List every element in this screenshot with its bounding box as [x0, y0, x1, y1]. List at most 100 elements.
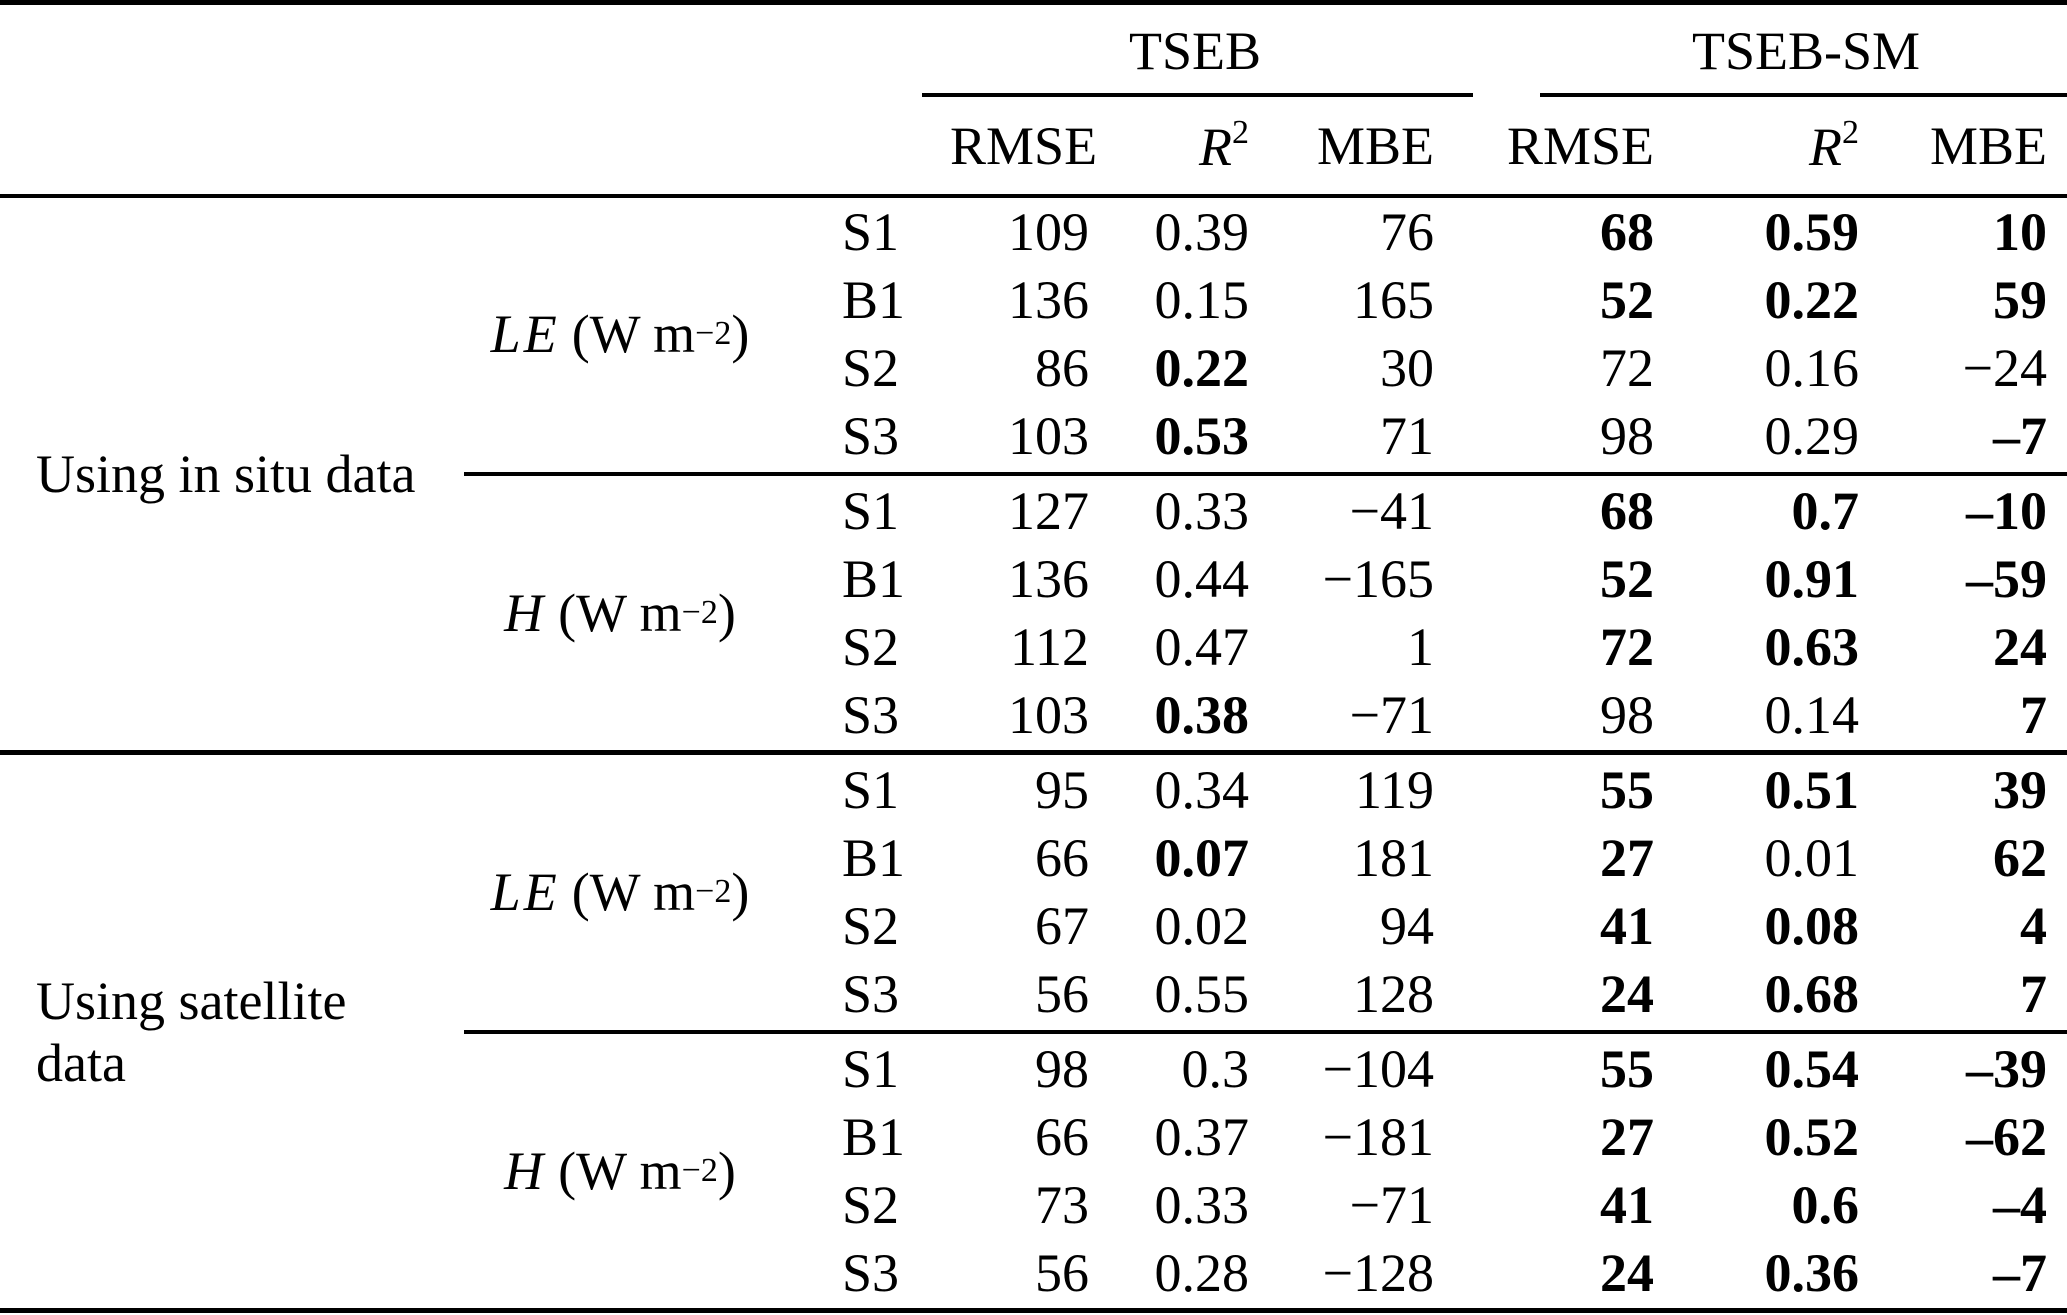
table-row: S3 56 0.28 −128 24 0.36 –7 — [800, 1239, 2067, 1307]
table-row: S1 95 0.34 119 55 0.51 39 — [800, 756, 2067, 824]
group-underline — [1540, 93, 2067, 97]
site-label: B1 — [842, 1107, 906, 1167]
variable-unit-exponent: −2 — [695, 315, 732, 352]
tsebsm-mbe-value: –39 — [1966, 1039, 2047, 1099]
col-header-tseb-mbe: MBE — [1316, 115, 1434, 176]
variable-unit-exponent: −2 — [681, 594, 718, 631]
tseb-mbe-value: −71 — [1349, 1175, 1434, 1235]
tsebsm-rmse-value: 98 — [1600, 685, 1654, 745]
tseb-r2-value: 0.37 — [1154, 1107, 1250, 1167]
tseb-r2-value: 0.34 — [1154, 760, 1250, 820]
section-label: Using in situ data — [36, 443, 416, 504]
tsebsm-r2-value: 0.08 — [1764, 896, 1860, 956]
group-header-tseb: TSEB — [922, 5, 1473, 97]
tseb-r2-value: 0.02 — [1154, 896, 1250, 956]
group-header-tseb-sm: TSEB-SM — [1440, 5, 2067, 97]
section-label: Using satellite data — [36, 970, 347, 1093]
table-row: B1 66 0.07 181 27 0.01 62 — [800, 824, 2067, 892]
tseb-mbe-value: 94 — [1380, 896, 1434, 956]
tsebsm-rmse-value: 24 — [1600, 964, 1654, 1024]
block-divider — [464, 472, 2067, 476]
tseb-rmse-value: 109 — [1008, 202, 1089, 262]
table-bottom-rule — [0, 1308, 2067, 1313]
tseb-rmse-value: 73 — [1035, 1175, 1089, 1235]
tsebsm-r2-value: 0.16 — [1764, 338, 1860, 398]
tseb-mbe-value: 71 — [1380, 406, 1434, 466]
section-satellite: Using satellite data LE (W m −2) S1 95 0.3… — [0, 756, 2067, 1307]
col-header-tsebsm-r2: R2 — [1660, 114, 1865, 178]
sub-header-row: RMSE R2 MBE RMSE R2 MBE — [0, 97, 2067, 194]
tsebsm-r2-value: 0.52 — [1764, 1107, 1860, 1167]
variable-unit-close: ) — [731, 862, 750, 922]
variable-unit: (W m — [571, 304, 696, 364]
tseb-mbe-value: 165 — [1353, 270, 1434, 330]
tseb-r2-value: 0.15 — [1154, 270, 1250, 330]
tseb-rmse-value: 67 — [1035, 896, 1089, 956]
variable-unit-close: ) — [717, 1141, 736, 1201]
tseb-mbe-value: −181 — [1322, 1107, 1434, 1167]
tseb-mbe-value: 1 — [1407, 617, 1434, 677]
col-header-tseb-rmse: RMSE — [950, 115, 1098, 176]
r2-base: R — [1199, 116, 1232, 177]
table-row: B1 136 0.44 −165 52 0.91 –59 — [800, 545, 2067, 613]
tsebsm-mbe-value: −24 — [1962, 338, 2047, 398]
rows: S1 109 0.39 76 68 0.59 10 B1 136 0.15 16… — [800, 198, 2067, 470]
tseb-r2-value: 0.39 — [1154, 202, 1250, 262]
tseb-mbe-value: −71 — [1349, 685, 1434, 745]
table-row: S3 103 0.53 71 98 0.29 –7 — [800, 402, 2067, 470]
site-label: B1 — [842, 270, 906, 330]
table-row: B1 136 0.15 165 52 0.22 59 — [800, 266, 2067, 334]
tseb-rmse-value: 103 — [1008, 685, 1089, 745]
tseb-r2-value: 0.47 — [1154, 617, 1250, 677]
tsebsm-mbe-value: 24 — [1993, 617, 2047, 677]
r2-base: R — [1809, 116, 1842, 177]
variable-symbol: H — [504, 583, 547, 643]
tsebsm-mbe-value: 39 — [1993, 760, 2047, 820]
tseb-rmse-value: 86 — [1035, 338, 1089, 398]
group-underline — [922, 93, 1473, 97]
tseb-mbe-value: −165 — [1322, 549, 1434, 609]
site-label: S3 — [842, 1243, 900, 1303]
tsebsm-r2-value: 0.14 — [1764, 685, 1860, 745]
variable-symbol: LE — [490, 862, 560, 922]
col-header-tsebsm-mbe: MBE — [1929, 115, 2047, 176]
tsebsm-rmse-value: 72 — [1600, 338, 1654, 398]
tseb-r2-value: 0.07 — [1154, 828, 1250, 888]
block-divider — [464, 1030, 2067, 1034]
table-row: S2 73 0.33 −71 41 0.6 –4 — [800, 1171, 2067, 1239]
section-body: LE (W m −2) S1 109 0.39 76 68 0.59 10 B1 1… — [440, 198, 2067, 749]
site-label: S2 — [842, 338, 900, 398]
site-label: S3 — [842, 964, 900, 1024]
site-label: S2 — [842, 617, 900, 677]
tsebsm-r2-value: 0.68 — [1764, 964, 1860, 1024]
tseb-r2-value: 0.38 — [1154, 685, 1250, 745]
block-h: H (W m −2) S1 98 0.3 −104 55 0.54 –39 B1 6… — [440, 1035, 2067, 1307]
tsebsm-mbe-value: –7 — [1993, 1243, 2047, 1303]
tsebsm-rmse-value: 24 — [1600, 1243, 1654, 1303]
tseb-rmse-value: 103 — [1008, 406, 1089, 466]
tseb-r2-value: 0.33 — [1154, 1175, 1250, 1235]
table-row: S1 109 0.39 76 68 0.59 10 — [800, 198, 2067, 266]
tsebsm-rmse-value: 68 — [1600, 202, 1654, 262]
rows: S1 95 0.34 119 55 0.51 39 B1 66 0.07 181… — [800, 756, 2067, 1028]
tsebsm-r2-value: 0.59 — [1764, 202, 1860, 262]
tseb-rmse-value: 95 — [1035, 760, 1089, 820]
table-row: S2 86 0.22 30 72 0.16 −24 — [800, 334, 2067, 402]
tseb-r2-value: 0.3 — [1181, 1039, 1250, 1099]
variable-unit-exponent: −2 — [681, 1152, 718, 1189]
tseb-rmse-value: 56 — [1035, 1243, 1089, 1303]
table-row: S3 56 0.55 128 24 0.68 7 — [800, 960, 2067, 1028]
tseb-rmse-value: 127 — [1008, 481, 1089, 541]
tsebsm-mbe-value: –59 — [1966, 549, 2047, 609]
tseb-rmse-value: 66 — [1035, 1107, 1089, 1167]
tsebsm-r2-value: 0.51 — [1764, 760, 1860, 820]
site-label: S1 — [842, 202, 900, 262]
tseb-rmse-value: 56 — [1035, 964, 1089, 1024]
table-row: S1 98 0.3 −104 55 0.54 –39 — [800, 1035, 2067, 1103]
tsebsm-rmse-value: 52 — [1600, 549, 1654, 609]
tsebsm-mbe-value: 4 — [2020, 896, 2047, 956]
block-le: LE (W m −2) S1 109 0.39 76 68 0.59 10 B1 1… — [440, 198, 2067, 470]
tsebsm-r2-value: 0.63 — [1764, 617, 1860, 677]
tsebsm-r2-value: 0.22 — [1764, 270, 1860, 330]
tseb-r2-value: 0.44 — [1154, 549, 1250, 609]
